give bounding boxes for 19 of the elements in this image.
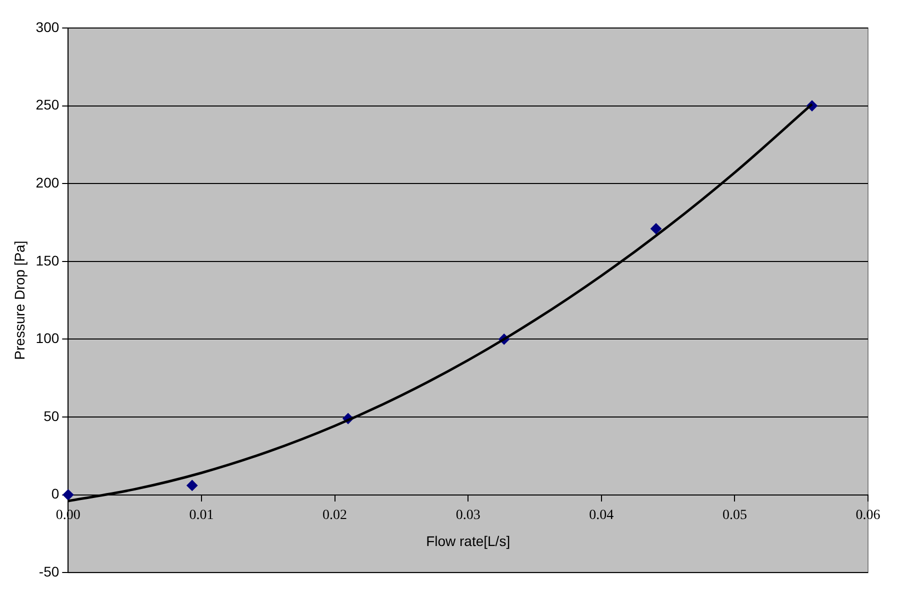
x-tick-label: 0.06	[856, 508, 880, 523]
y-tick-label: 300	[36, 18, 60, 35]
x-tick-label: 0.05	[722, 508, 747, 523]
x-axis-title: Flow rate[L/s]	[426, 532, 510, 549]
point	[62, 489, 74, 500]
y-tick-label: 100	[36, 330, 60, 346]
x-tick-label: 0.04	[589, 508, 614, 523]
x-tick-label: 0.02	[322, 508, 348, 523]
y-tick-label: 0	[51, 486, 60, 502]
y-tick-label: 250	[36, 96, 60, 113]
point	[186, 480, 198, 491]
y-tick-label: -50	[38, 563, 60, 580]
y-axis-title: Pressure Drop [Pa]	[11, 240, 28, 360]
y-tick-label: 150	[36, 252, 60, 268]
x-tick-label: 0.03	[456, 508, 480, 523]
y-tick-label: 200	[36, 174, 60, 190]
point	[650, 223, 662, 234]
y-tick-label: 50	[44, 408, 60, 424]
x-tick-label: 0.01	[189, 508, 214, 523]
